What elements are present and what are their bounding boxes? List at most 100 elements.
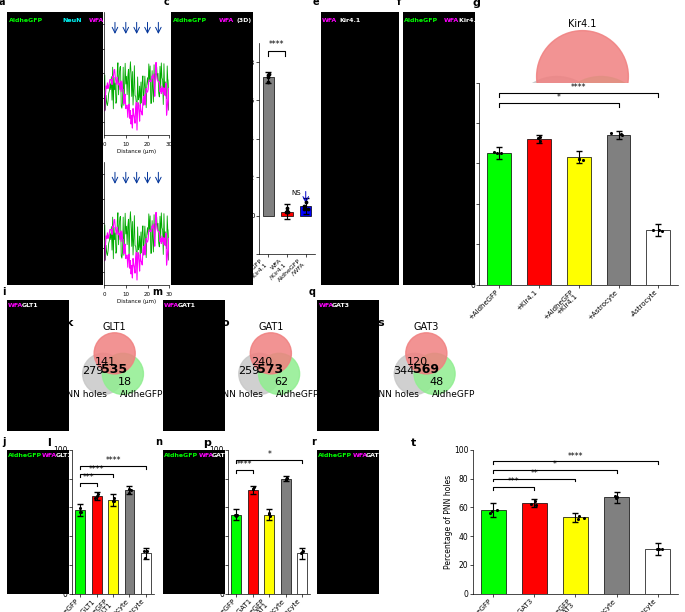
Bar <box>297 553 307 594</box>
Point <box>573 154 584 164</box>
Point <box>139 547 150 556</box>
Text: q: q <box>309 287 316 297</box>
Text: 106: 106 <box>552 90 573 100</box>
Bar <box>264 515 274 594</box>
Text: AldheGFP: AldheGFP <box>120 390 164 400</box>
Point <box>108 496 119 506</box>
Text: 120: 120 <box>407 357 428 367</box>
Text: ****: **** <box>105 456 121 465</box>
Y-axis label: Flu. intensity
(10³ a.u.): Flu. intensity (10³ a.u.) <box>79 206 92 241</box>
Point <box>75 507 86 517</box>
Text: 259: 259 <box>238 367 260 376</box>
Bar <box>300 206 312 215</box>
Text: b: b <box>94 0 101 7</box>
Circle shape <box>94 333 135 374</box>
Text: ****: **** <box>571 83 586 92</box>
Text: WFA: WFA <box>444 18 460 23</box>
Text: s: s <box>377 318 384 328</box>
Bar <box>92 496 101 594</box>
Point <box>653 545 664 554</box>
Point <box>75 503 86 513</box>
Point <box>484 508 495 518</box>
Text: 569: 569 <box>412 364 438 376</box>
Circle shape <box>83 353 124 395</box>
Point <box>302 204 313 214</box>
Text: a: a <box>0 0 5 7</box>
Bar <box>108 500 118 594</box>
Point <box>280 474 291 483</box>
Y-axis label: Percentage of PNN holes: Percentage of PNN holes <box>444 475 453 569</box>
Point <box>91 491 102 501</box>
Y-axis label: Pearson
correlation (ρ): Pearson correlation (ρ) <box>221 121 240 176</box>
Text: 283: 283 <box>522 112 544 122</box>
Point <box>606 128 616 138</box>
Text: WFA: WFA <box>199 453 214 458</box>
Point <box>577 155 588 165</box>
Text: GAT1(3D): GAT1(3D) <box>212 453 245 458</box>
Text: WFA: WFA <box>322 18 338 23</box>
Point <box>525 499 536 509</box>
Circle shape <box>102 353 143 395</box>
Point <box>616 130 627 140</box>
Text: PNN holes: PNN holes <box>62 390 107 400</box>
Circle shape <box>395 353 436 395</box>
Bar <box>125 490 134 594</box>
Text: m: m <box>152 287 162 297</box>
Bar <box>645 549 670 594</box>
Point <box>486 507 497 517</box>
Point <box>264 509 275 518</box>
Text: WFA: WFA <box>164 302 179 307</box>
Point <box>263 69 274 78</box>
Text: AldheGFP: AldheGFP <box>164 453 199 458</box>
Text: g: g <box>473 0 480 7</box>
Text: AldheGFP: AldheGFP <box>8 453 42 458</box>
Point <box>108 496 119 506</box>
Point <box>282 207 293 217</box>
Text: AldheGFP: AldheGFP <box>319 453 353 458</box>
Y-axis label: Flu. intensity
(10³ a.u.): Flu. intensity (10³ a.u.) <box>79 56 92 91</box>
Text: 240: 240 <box>251 357 273 367</box>
Bar <box>604 498 629 594</box>
Text: WFA: WFA <box>89 18 104 23</box>
Point <box>263 509 274 518</box>
Bar <box>647 230 670 285</box>
Text: h: h <box>420 67 427 76</box>
Point <box>299 204 310 214</box>
Point <box>573 514 584 524</box>
Circle shape <box>239 353 280 395</box>
Point <box>610 493 621 502</box>
Bar <box>481 510 506 594</box>
Circle shape <box>511 76 603 168</box>
Text: k: k <box>65 318 73 328</box>
Text: 344: 344 <box>393 367 415 376</box>
Text: ****: **** <box>237 460 252 469</box>
Text: AldheGFP: AldheGFP <box>173 18 207 23</box>
Text: *: * <box>553 460 557 469</box>
Point <box>75 507 86 517</box>
Point <box>90 493 101 503</box>
Text: WFA: WFA <box>353 453 368 458</box>
Point <box>125 485 136 495</box>
Text: WFA: WFA <box>219 18 234 23</box>
Point <box>123 484 134 494</box>
Point <box>297 547 308 557</box>
Y-axis label: Percentage of PNN holes: Percentage of PNN holes <box>43 475 52 569</box>
Point <box>610 491 621 501</box>
Circle shape <box>536 31 628 122</box>
Circle shape <box>414 353 455 395</box>
Point <box>282 203 292 213</box>
Point <box>263 72 274 82</box>
Circle shape <box>250 333 291 374</box>
Bar <box>563 517 588 594</box>
Point <box>92 488 103 498</box>
Point <box>534 136 545 146</box>
Point <box>574 512 585 521</box>
Point <box>651 543 662 553</box>
Point <box>282 206 292 215</box>
Text: GLT1: GLT1 <box>103 322 127 332</box>
Text: WFA: WFA <box>8 302 23 307</box>
Circle shape <box>258 353 299 395</box>
Point <box>656 544 667 554</box>
Text: i: i <box>2 287 5 297</box>
Point <box>280 476 291 485</box>
